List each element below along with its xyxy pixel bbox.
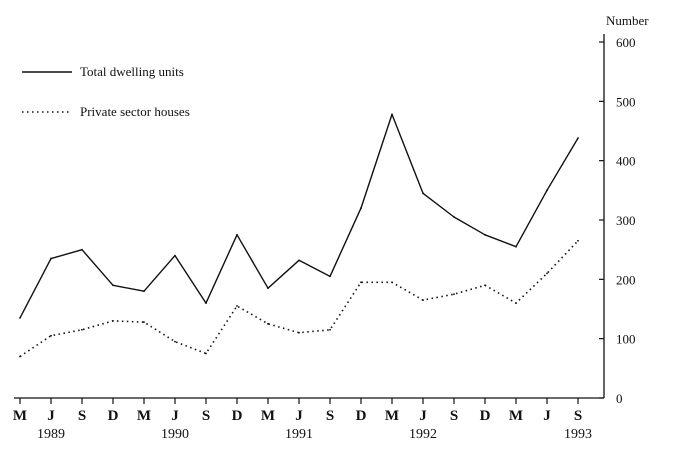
data-point xyxy=(546,272,548,275)
year-label: 1992 xyxy=(409,427,437,442)
data-point xyxy=(174,254,176,257)
y-tick-label: 500 xyxy=(616,94,636,109)
data-point xyxy=(112,319,114,322)
x-tick-label: D xyxy=(108,408,119,424)
data-point xyxy=(143,290,145,293)
series-line-total-dwelling xyxy=(19,113,579,319)
data-point xyxy=(50,334,52,337)
year-label: 1989 xyxy=(37,427,65,442)
y-axis-label: Number xyxy=(606,13,649,28)
x-tick-label: S xyxy=(574,408,582,424)
year-label: 1990 xyxy=(161,427,189,442)
data-point xyxy=(453,216,455,218)
y-tick-label: 600 xyxy=(616,35,636,50)
data-point xyxy=(515,302,517,304)
y-tick-label: 200 xyxy=(616,272,636,287)
data-point xyxy=(391,281,393,284)
data-point xyxy=(329,275,331,278)
data-point xyxy=(515,245,517,248)
data-point xyxy=(546,189,548,192)
x-tick-label: S xyxy=(202,408,210,424)
data-point xyxy=(112,284,114,287)
data-point xyxy=(50,257,52,260)
data-point xyxy=(484,284,486,287)
x-tick-label: S xyxy=(450,408,458,424)
data-point xyxy=(267,322,269,325)
legend-label: Total dwelling units xyxy=(80,64,184,79)
x-tick-label: D xyxy=(480,408,491,424)
y-tick-label: 0 xyxy=(616,391,623,406)
x-tick-label: J xyxy=(295,408,303,424)
x-tick-label: M xyxy=(137,408,151,424)
x-tick-label: J xyxy=(543,408,551,424)
data-point xyxy=(329,328,331,331)
data-point xyxy=(81,328,83,331)
data-point xyxy=(19,355,21,358)
y-tick-label: 400 xyxy=(616,154,636,169)
x-tick-label: D xyxy=(356,408,367,424)
x-tick-label: J xyxy=(171,408,179,424)
y-tick-label: 100 xyxy=(616,332,636,347)
series-lines xyxy=(19,113,579,358)
data-point xyxy=(236,233,238,236)
x-tick-label: J xyxy=(419,408,427,424)
year-label: 1991 xyxy=(285,427,313,442)
year-label: 1993 xyxy=(564,427,592,442)
series-line-private-sector xyxy=(19,240,579,358)
data-point xyxy=(298,259,300,262)
y-tick-label: 300 xyxy=(616,213,636,228)
data-point xyxy=(577,137,579,140)
legend: Total dwelling units Private sector house… xyxy=(22,64,190,119)
data-point xyxy=(360,281,362,284)
x-tick-label: S xyxy=(78,408,86,424)
x-tick-label: D xyxy=(232,408,243,424)
data-point xyxy=(577,239,579,242)
x-tick-label: J xyxy=(47,408,55,424)
data-point xyxy=(484,233,486,236)
data-point xyxy=(422,192,424,195)
data-point xyxy=(267,287,269,290)
data-point xyxy=(205,302,207,304)
data-point xyxy=(422,299,424,301)
data-point xyxy=(236,305,238,307)
data-point xyxy=(174,340,176,343)
data-point xyxy=(453,293,455,296)
legend-label: Private sector houses xyxy=(80,104,190,119)
data-point xyxy=(19,317,21,319)
data-point xyxy=(360,207,362,210)
data-point xyxy=(143,321,145,323)
data-point xyxy=(205,352,207,355)
x-tick-label: S xyxy=(326,408,334,424)
data-point xyxy=(81,248,83,251)
data-point xyxy=(298,331,300,334)
axes xyxy=(14,34,605,404)
x-tick-label: M xyxy=(13,408,27,424)
data-point xyxy=(391,113,393,116)
tick-labels: M J S D M J S D M J S D M J S D M J S 1989 1990 1991 1992 1993 0… xyxy=(13,13,649,442)
x-tick-label: M xyxy=(509,408,523,424)
x-tick-label: M xyxy=(385,408,399,424)
x-tick-label: M xyxy=(261,408,275,424)
